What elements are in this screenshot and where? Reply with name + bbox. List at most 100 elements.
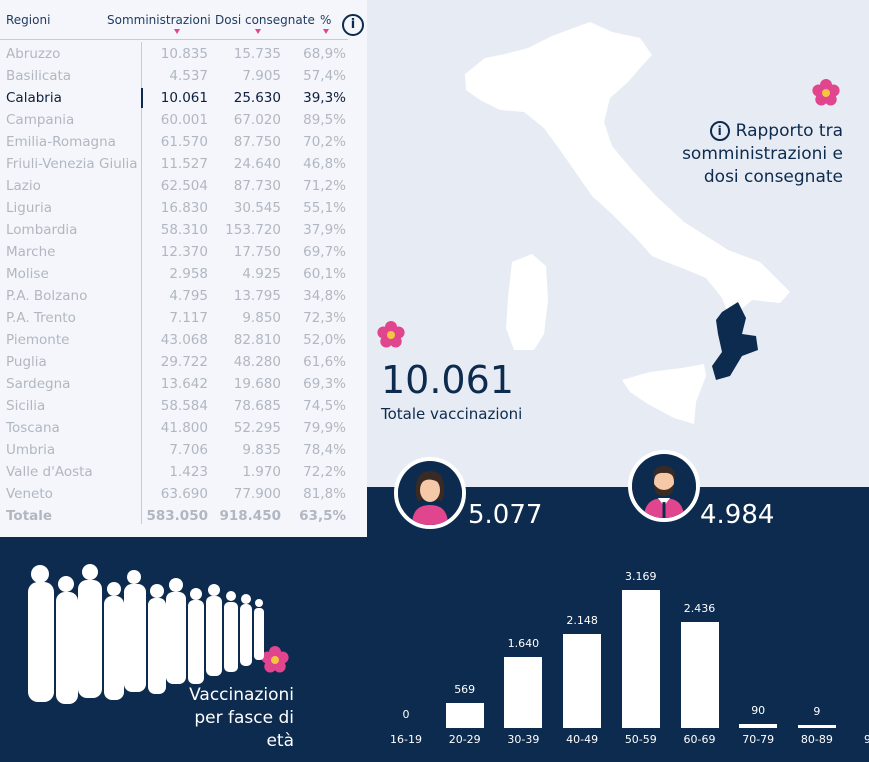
cell-region: Emilia-Romagna <box>6 134 116 150</box>
table-row[interactable]: P.A. Bolzano 4.795 13.795 34,8% <box>0 285 350 307</box>
table-row[interactable]: Basilicata 4.537 7.905 57,4% <box>0 65 350 87</box>
cell-dosi: 1.970 <box>242 464 281 480</box>
cell-pct: 39,3% <box>303 90 346 106</box>
cell-somm: 10.061 <box>160 90 208 106</box>
header-regioni[interactable]: Regioni <box>6 13 51 27</box>
bar-80-89 <box>797 725 836 728</box>
cell-dosi: 30.545 <box>233 200 281 216</box>
cell-region: Friuli-Venezia Giulia <box>6 156 138 172</box>
cell-somm: 13.642 <box>160 376 208 392</box>
sort-percent-icon[interactable] <box>323 29 329 34</box>
table-row[interactable]: Emilia-Romagna 61.570 87.750 70,2% <box>0 131 350 153</box>
rapporto-line-1: Rapporto tra <box>735 121 843 141</box>
sort-somministrazioni-icon[interactable] <box>174 29 180 34</box>
cell-pct: 71,2% <box>303 178 346 194</box>
crowd-silhouette-icon <box>28 564 264 704</box>
cell-region: Sicilia <box>6 398 46 414</box>
cell-region: Veneto <box>6 486 53 502</box>
bar-category-label: 70-79 <box>742 733 775 746</box>
cell-somm: 4.537 <box>169 68 208 84</box>
cell-pct: 57,4% <box>303 68 346 84</box>
bar-category-label: 90+ <box>863 733 869 746</box>
women-count: 5.077 <box>468 500 543 530</box>
bar-20-29 <box>445 703 484 728</box>
cell-pct: 79,9% <box>303 420 346 436</box>
cell-dosi: 24.640 <box>233 156 281 172</box>
table-row[interactable]: Abruzzo 10.835 15.735 68,9% <box>0 43 350 65</box>
cell-somm: 2.958 <box>169 266 208 282</box>
cell-somm: 7.117 <box>169 310 208 326</box>
cell-dosi: 87.750 <box>233 134 281 150</box>
cell-dosi: 19.680 <box>233 376 281 392</box>
table-row[interactable]: Marche 12.370 17.750 69,7% <box>0 241 350 263</box>
cell-somm: 61.570 <box>160 134 208 150</box>
cell-region: P.A. Bolzano <box>6 288 88 304</box>
cell-pct: 68,9% <box>303 46 346 62</box>
bar-category-label: 30-39 <box>507 733 540 746</box>
cell-dosi: 9.835 <box>242 442 281 458</box>
table-row[interactable]: Campania 60.001 67.020 89,5% <box>0 109 350 131</box>
cell-pct: 34,8% <box>303 288 346 304</box>
sort-dosi-icon[interactable] <box>255 29 261 34</box>
table-row[interactable]: Puglia 29.722 48.280 61,6% <box>0 351 350 373</box>
table-row[interactable]: Toscana 41.800 52.295 79,9% <box>0 417 350 439</box>
bar-value-label: 9 <box>813 705 821 718</box>
sicily-shape <box>622 364 706 424</box>
cell-dosi: 9.850 <box>242 310 281 326</box>
cell-somm: 1.423 <box>169 464 208 480</box>
cell-dosi: 17.750 <box>233 244 281 260</box>
cell-somm: 58.310 <box>160 222 208 238</box>
cell-dosi: 78.685 <box>233 398 281 414</box>
cell-pct: 46,8% <box>303 156 346 172</box>
header-percent[interactable]: % <box>320 13 332 27</box>
cell-somm: 58.584 <box>160 398 208 414</box>
bar-value-label: 0 <box>402 708 410 721</box>
table-row[interactable]: P.A. Trento 7.117 9.850 72,3% <box>0 307 350 329</box>
table-row[interactable]: Valle d'Aosta 1.423 1.970 72,2% <box>0 461 350 483</box>
age-label-line-1: Vaccinazioni <box>189 685 294 705</box>
bar-category-label: 50-59 <box>624 733 657 746</box>
woman-avatar-icon <box>394 457 466 529</box>
header-somministrazioni[interactable]: Somministrazioni <box>107 13 211 27</box>
bar-category-label: 20-29 <box>448 733 481 746</box>
cell-somm: 11.527 <box>160 156 208 172</box>
table-info-icon[interactable]: i <box>342 14 364 36</box>
bar-category-label: 16-19 <box>390 733 422 746</box>
table-row[interactable]: Molise 2.958 4.925 60,1% <box>0 263 350 285</box>
cell-dosi: 153.720 <box>225 222 281 238</box>
rapporto-legend: i Rapporto tra somministrazioni e dosi co… <box>633 120 843 189</box>
table-row[interactable]: Sicilia 58.584 78.685 74,5% <box>0 395 350 417</box>
table-row[interactable]: Calabria 10.061 25.630 39,3% <box>0 87 350 109</box>
cell-pct: 61,6% <box>303 354 346 370</box>
table-row[interactable]: Veneto 63.690 77.900 81,8% <box>0 483 350 505</box>
bar-value-label: 0 <box>846 708 869 721</box>
table-row[interactable]: Umbria 7.706 9.835 78,4% <box>0 439 350 461</box>
table-row[interactable]: Sardegna 13.642 19.680 69,3% <box>0 373 350 395</box>
table-row[interactable]: Friuli-Venezia Giulia 11.527 24.640 46,8% <box>0 153 350 175</box>
header-dosi-consegnate[interactable]: Dosi consegnate <box>215 13 315 27</box>
bar-category-label: 60-69 <box>683 733 716 746</box>
italy-mainland-shape <box>465 22 790 318</box>
table-row[interactable]: Lombardia 58.310 153.720 37,9% <box>0 219 350 241</box>
cell-pct: 70,2% <box>303 134 346 150</box>
italy-map <box>465 22 790 424</box>
cell-region: Liguria <box>6 200 52 216</box>
cell-pct: 63,5% <box>299 508 346 524</box>
cell-dosi: 52.295 <box>233 420 281 436</box>
rapporto-info-icon[interactable]: i <box>709 121 730 141</box>
cell-region: P.A. Trento <box>6 310 76 326</box>
cell-region: Piemonte <box>6 332 70 348</box>
cell-somm: 60.001 <box>160 112 208 128</box>
cell-somm: 43.068 <box>160 332 208 348</box>
cell-region: Marche <box>6 244 56 260</box>
cell-region: Puglia <box>6 354 47 370</box>
cell-pct: 81,8% <box>303 486 346 502</box>
table-row[interactable]: Liguria 16.830 30.545 55,1% <box>0 197 350 219</box>
table-row[interactable]: Lazio 62.504 87.730 71,2% <box>0 175 350 197</box>
cell-region: Basilicata <box>6 68 72 84</box>
table-row[interactable]: Piemonte 43.068 82.810 52,0% <box>0 329 350 351</box>
cell-pct: 74,5% <box>303 398 346 414</box>
cell-somm: 63.690 <box>160 486 208 502</box>
cell-region: Abruzzo <box>6 46 61 62</box>
column-divider <box>141 42 142 524</box>
